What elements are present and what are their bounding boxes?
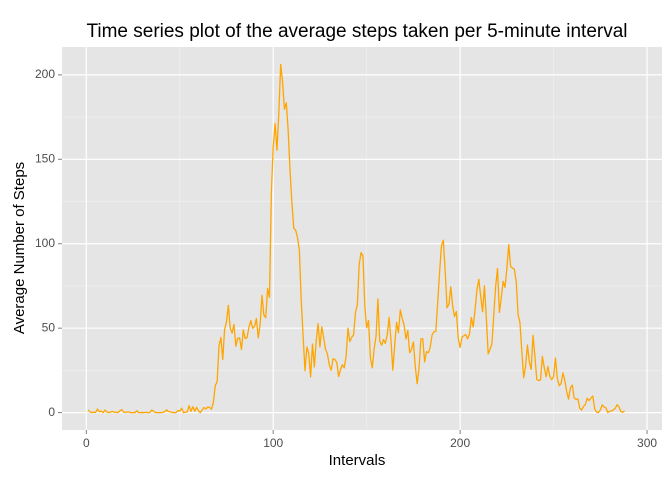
y-tick-label: 100 bbox=[35, 236, 55, 250]
chart-title: Time series plot of the average steps ta… bbox=[86, 21, 627, 42]
series-line bbox=[87, 63, 626, 414]
x-tick-label: 0 bbox=[83, 436, 90, 450]
x-tick-label: 300 bbox=[637, 436, 657, 450]
x-axis-label: Intervals bbox=[329, 452, 386, 469]
y-tick-label: 200 bbox=[35, 67, 55, 81]
x-tick-label: 200 bbox=[450, 436, 470, 450]
y-tick-label: 50 bbox=[42, 320, 56, 334]
y-axis-label: Average Number of Steps bbox=[11, 162, 28, 334]
plot-panel bbox=[62, 47, 662, 430]
y-tick-label: 150 bbox=[35, 151, 55, 165]
x-tick-label: 100 bbox=[263, 436, 283, 450]
y-tick-label: 0 bbox=[48, 405, 55, 419]
